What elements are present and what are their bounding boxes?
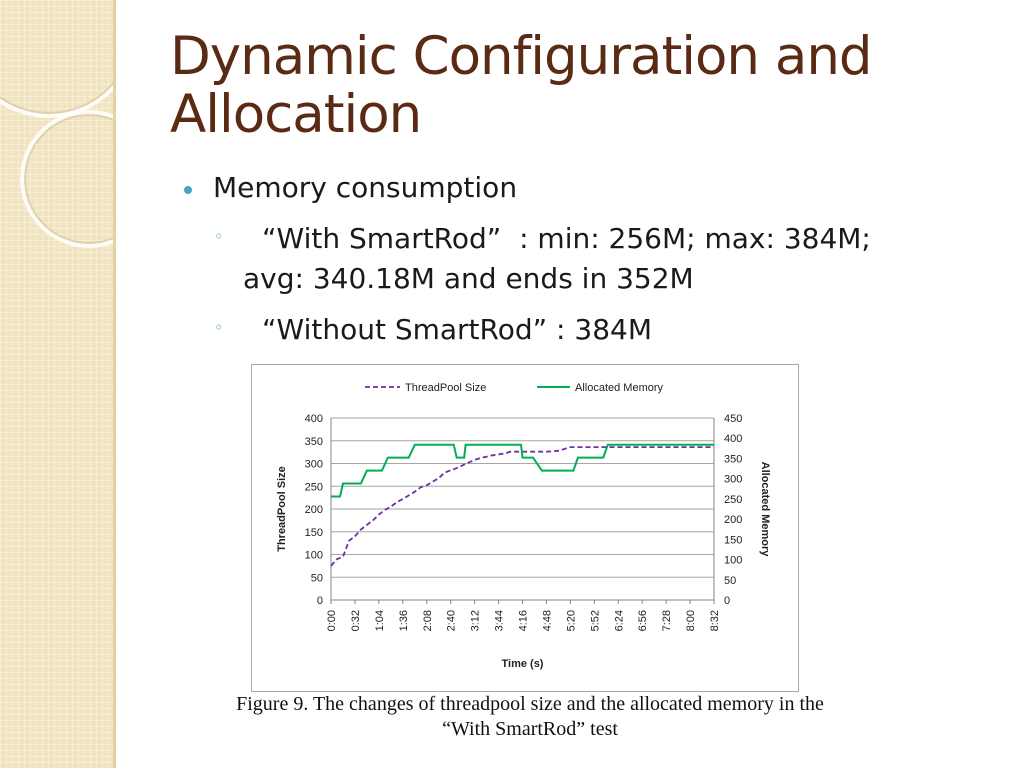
threadpool-size-line — [330, 446, 714, 567]
y-tick-label-left: 100 — [305, 550, 323, 562]
x-tick-label: 2:40 — [446, 610, 458, 631]
sub-bullet-ring-icon: ◦ — [214, 227, 224, 246]
y-tick-label-right: 450 — [724, 413, 742, 425]
sub-bullet-without-smartrod: “Without SmartRod” : 384M — [262, 313, 652, 346]
decorative-ring-middle — [20, 110, 113, 248]
y-tick-label-right: 300 — [724, 474, 742, 486]
y-tick-label-right: 250 — [724, 494, 742, 506]
y-tick-label-left: 200 — [305, 504, 323, 516]
figure-caption: Figure 9. The changes of threadpool size… — [160, 692, 900, 742]
chart-figure: 0 50 100 150 200 250 300 350 400 0 50 100 150 200 250 3… — [251, 364, 799, 692]
x-tick-label: 8:00 — [685, 610, 697, 631]
x-tick-label: 7:28 — [661, 610, 673, 631]
y-tick-label-right: 150 — [724, 534, 742, 546]
x-tick-label: 5:52 — [589, 610, 601, 631]
y-tick-label-left: 150 — [305, 527, 323, 539]
x-axis-title: Time (s) — [502, 658, 544, 670]
decorative-sidebar — [0, 0, 113, 768]
bullet-dot-icon — [184, 186, 192, 194]
y-tick-label-right: 350 — [724, 453, 742, 465]
y-tick-label-right: 50 — [724, 575, 736, 587]
x-tick-label: 0:32 — [350, 610, 362, 631]
y-tick-label-left: 300 — [305, 459, 323, 471]
y-tick-label-right: 200 — [724, 514, 742, 526]
allocated-memory-line — [331, 443, 714, 498]
sub-bullet-with-smartrod-continued: avg: 340.18M and ends in 352M — [243, 262, 694, 295]
caption-line-1: Figure 9. The changes of threadpool size… — [236, 693, 824, 715]
x-tick-label: 6:56 — [637, 610, 649, 631]
x-tick-label: 4:48 — [541, 610, 553, 631]
y-tick-label-left: 50 — [311, 572, 323, 584]
threadpool-memory-chart: 0 50 100 150 200 250 300 350 400 0 50 100 150 200 250 3… — [276, 382, 771, 670]
decorative-ring-top — [0, 0, 113, 118]
sidebar-edge-line — [113, 0, 116, 768]
y-axis-title-left: ThreadPool Size — [276, 466, 288, 552]
x-tick-label: 4:16 — [518, 610, 530, 631]
x-tick-label: 2:08 — [422, 610, 434, 631]
x-tick-label: 3:12 — [470, 610, 482, 631]
legend-memory-label: Allocated Memory — [575, 382, 664, 394]
x-tick-label: 1:36 — [398, 610, 410, 631]
sub-bullet-with-smartrod: “With SmartRod” : min: 256M; max: 384M; — [262, 222, 871, 255]
y-tick-label-right: 100 — [724, 555, 742, 567]
y-tick-label-right: 0 — [724, 595, 730, 607]
caption-line-2: “With SmartRod” test — [442, 718, 618, 740]
bullet-memory-consumption: Memory consumption — [213, 171, 518, 204]
x-tick-label: 8:32 — [709, 610, 721, 631]
x-tick-label: 0:00 — [326, 610, 338, 631]
x-tick-label: 6:24 — [613, 610, 625, 631]
y-tick-label-left: 350 — [305, 436, 323, 448]
x-tick-label: 1:04 — [374, 610, 386, 631]
sub-bullet-ring-icon: ◦ — [214, 318, 224, 337]
y-tick-label-left: 250 — [305, 481, 323, 493]
y-tick-label-right: 400 — [724, 433, 742, 445]
slide-title: Dynamic Configuration and Allocation — [170, 26, 873, 145]
y-tick-label-left: 0 — [317, 595, 323, 607]
y-tick-label-left: 400 — [305, 413, 323, 425]
x-tick-label: 3:44 — [494, 610, 506, 631]
legend-threadpool-label: ThreadPool Size — [405, 382, 486, 394]
x-tick-label: 5:20 — [565, 610, 577, 631]
y-axis-title-right: Allocated Memory — [759, 462, 771, 558]
